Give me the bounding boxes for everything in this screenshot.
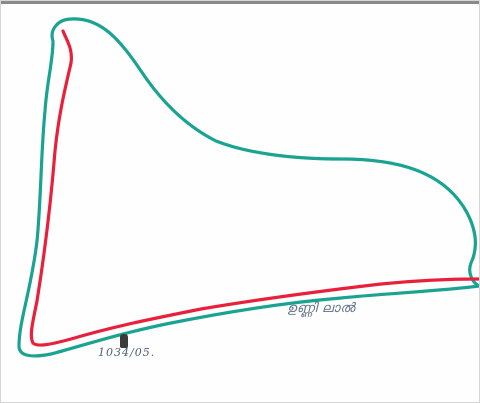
green-outline-path — [17, 17, 479, 358]
red-outline-path — [29, 29, 479, 347]
handwritten-name-label: ഉണ്ണി ലാൽ — [287, 301, 356, 316]
handwritten-number: 1034/05. — [98, 346, 156, 359]
scan-top-edge — [1, 1, 479, 4]
ink-mark — [120, 334, 128, 348]
